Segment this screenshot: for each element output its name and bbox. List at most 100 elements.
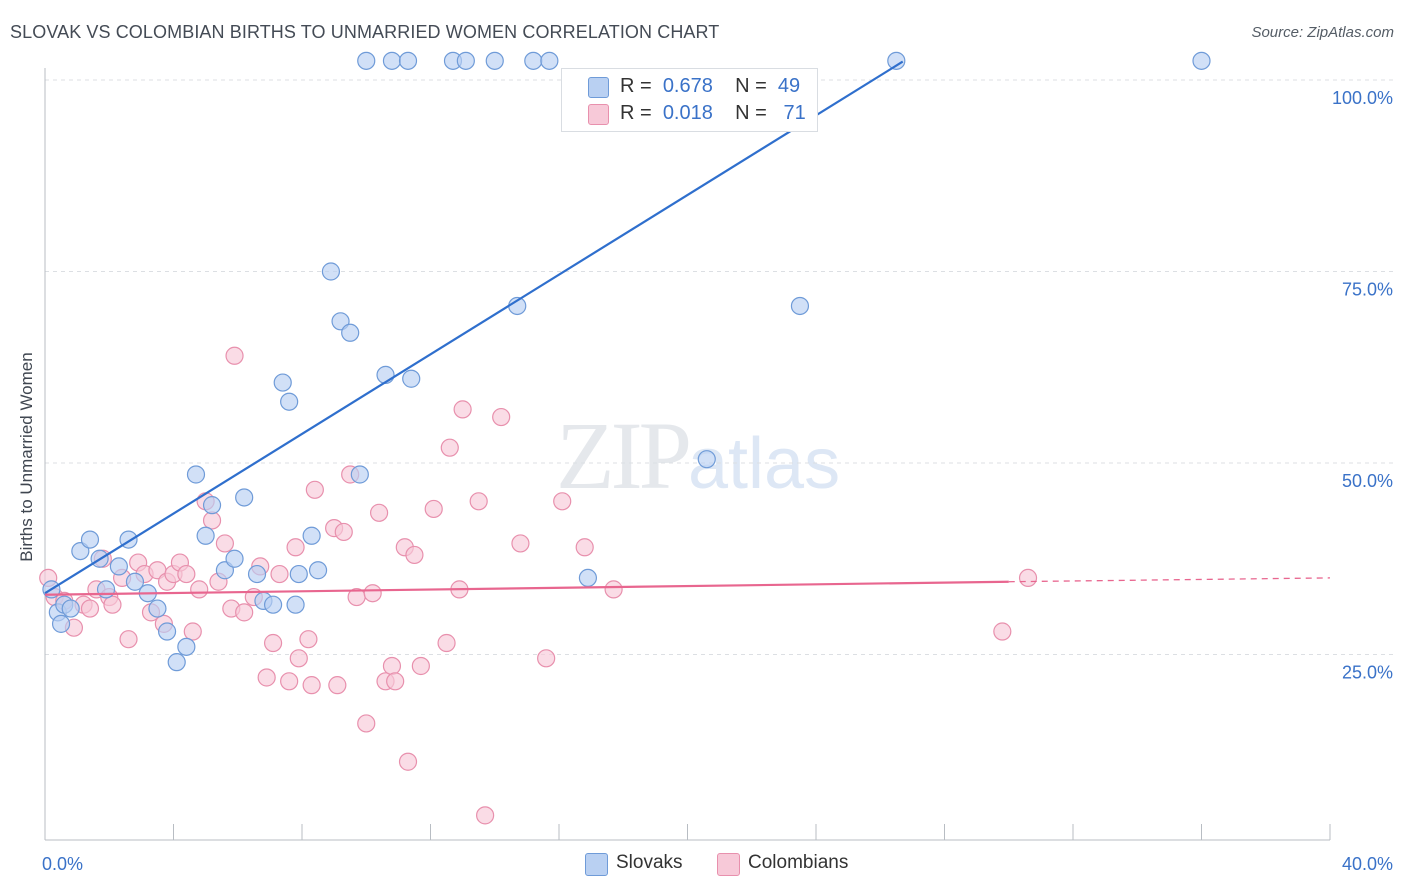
colombians-point — [190, 580, 209, 599]
axes — [44, 68, 1331, 841]
colombians-point — [263, 633, 283, 653]
n-value: 71 — [783, 102, 806, 124]
slovaks-points — [42, 51, 1211, 672]
slovaks-point — [398, 51, 418, 70]
colombians-point — [537, 649, 556, 668]
slovaks-point — [321, 262, 341, 281]
colombians-swatch — [588, 104, 609, 125]
colombians-point — [575, 538, 594, 557]
colombians-point — [270, 564, 289, 584]
y-tick-label: 50.0% — [1342, 471, 1393, 491]
slovaks-point — [286, 595, 305, 614]
colombians-point — [305, 480, 324, 499]
colombians-point — [440, 438, 459, 457]
colombians-point — [363, 584, 382, 603]
colombians-point — [453, 400, 472, 419]
watermark: ZIPatlas — [556, 400, 840, 511]
slovaks-point — [341, 323, 360, 342]
colombians-point — [370, 503, 389, 522]
colombians-point — [80, 599, 100, 618]
colombians-point — [604, 580, 623, 599]
colombians-point — [553, 492, 572, 511]
watermark-zip: ZIP — [556, 402, 692, 509]
slovaks-point — [887, 51, 906, 70]
slovaks-point — [456, 51, 475, 70]
colombians-point — [405, 545, 424, 565]
colombians-point — [202, 511, 222, 530]
slovaks-point — [202, 496, 222, 515]
slovaks-point — [382, 51, 402, 70]
r-label: R = — [620, 102, 652, 124]
colombians-point — [177, 564, 196, 584]
colombians-point — [103, 595, 122, 614]
slovaks-point — [148, 599, 167, 618]
colombians-point — [382, 656, 402, 676]
colombians-point — [257, 668, 276, 687]
y-tick-label: 75.0% — [1342, 280, 1393, 300]
colombians-point — [411, 656, 430, 676]
r-value: 0.678 — [662, 75, 713, 97]
colombians-point — [289, 649, 308, 668]
colombians-point — [280, 672, 299, 691]
slovaks-point — [235, 488, 254, 507]
n-label: N = — [735, 75, 767, 97]
slovaks-point — [125, 572, 145, 591]
colombians-point — [511, 534, 530, 553]
colombians-trend-line — [44, 580, 1009, 596]
slovaks-point — [167, 653, 186, 672]
slovaks-point — [289, 564, 308, 584]
slovaks-point — [96, 580, 116, 599]
colombians-point — [225, 346, 244, 365]
slovaks-point — [350, 465, 369, 484]
slovaks-point — [376, 365, 395, 385]
correlation-legend: R = 0.678 N = 49 R = 0.018 N = 71 — [561, 68, 818, 132]
slovaks-point — [225, 549, 244, 568]
colombians-point — [993, 622, 1012, 641]
colombians-swatch — [717, 853, 740, 876]
colombians-point — [183, 622, 202, 641]
slovaks-point — [485, 51, 504, 70]
colombians-point — [398, 752, 418, 771]
slovaks-trend-line — [44, 60, 904, 595]
n-label: N = — [735, 102, 767, 124]
slovaks-point — [1192, 51, 1211, 70]
trend-lines — [44, 60, 1331, 596]
colombians-point — [334, 522, 353, 542]
slovaks-point — [402, 369, 421, 388]
slovaks-point — [263, 595, 283, 614]
colombians-point — [299, 630, 318, 649]
slovaks-point — [273, 373, 292, 392]
colombians-point — [302, 676, 321, 695]
slovaks-point — [308, 561, 328, 580]
slovaks-point — [540, 51, 559, 70]
colombians-point — [235, 603, 254, 622]
legend-label: Colombians — [748, 852, 849, 873]
slovaks-point — [61, 599, 80, 618]
legend-label: Slovaks — [616, 852, 683, 873]
colombians-point — [424, 499, 443, 519]
slovaks-point — [697, 450, 716, 469]
colombians-point — [386, 672, 405, 691]
x-tick-label: 40.0% — [1342, 854, 1393, 874]
colombians-point — [1018, 568, 1038, 588]
colombians-point — [215, 534, 234, 553]
slovaks-swatch — [585, 853, 608, 876]
r-label: R = — [620, 75, 652, 97]
slovaks-point — [280, 392, 299, 411]
colombians-point — [476, 806, 495, 825]
chart-title: SLOVAK VS COLOMBIAN BIRTHS TO UNMARRIED … — [10, 22, 720, 42]
slovaks-point — [157, 622, 177, 641]
colombians-points — [39, 346, 1038, 825]
n-value: 49 — [777, 75, 801, 97]
slovaks-point — [109, 557, 128, 576]
slovaks-point — [186, 465, 206, 484]
slovaks-point — [524, 51, 543, 70]
colombians-trend-extension — [1008, 577, 1331, 583]
colombians-point — [437, 633, 456, 653]
colombians-point — [328, 676, 347, 695]
y-tick-label: 100.0% — [1332, 88, 1393, 108]
slovaks-point — [177, 637, 196, 656]
x-tick-label: 0.0% — [42, 854, 83, 874]
colombians-point — [286, 538, 305, 557]
